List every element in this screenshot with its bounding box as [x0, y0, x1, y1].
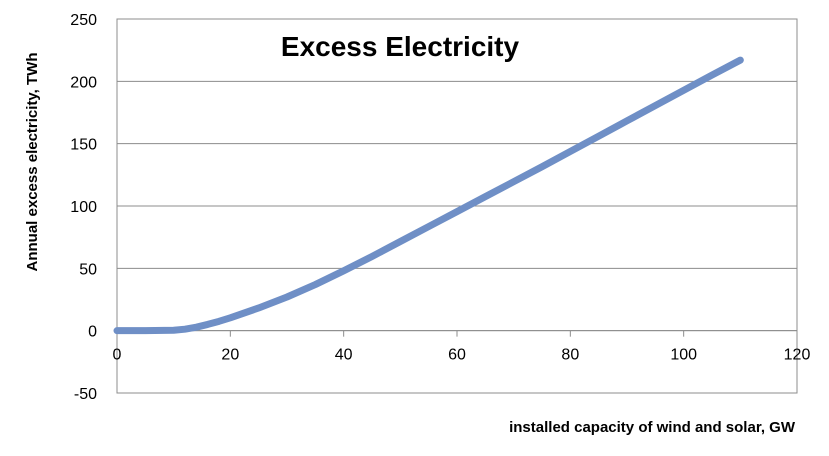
- x-axis-label: installed capacity of wind and solar, GW: [509, 419, 796, 436]
- y-tick-label: 150: [70, 137, 97, 154]
- x-tick-label: 0: [113, 347, 122, 364]
- x-tick-label: 20: [221, 347, 239, 364]
- y-tick-label: 0: [88, 324, 97, 341]
- x-tick-marks: [116, 330, 798, 337]
- y-axis-label: Annual excess electricity, TWh: [24, 53, 41, 272]
- y-tick-label: -50: [74, 386, 97, 403]
- x-tick-label: 120: [784, 347, 811, 364]
- y-tick-labels: -50 0 50 100 150 200 250: [70, 12, 97, 403]
- x-tick-label: 80: [561, 347, 579, 364]
- y-tick-label: 100: [70, 199, 97, 216]
- x-tick-labels: 0 20 40 60 80 100 120: [113, 347, 811, 364]
- x-tick-label: 100: [670, 347, 697, 364]
- y-tick-label: 50: [79, 261, 97, 278]
- plot-area-border: [116, 18, 798, 394]
- grid-lines: [117, 18, 797, 394]
- y-tick-label: 250: [70, 12, 97, 29]
- chart-title: Excess Electricity: [281, 31, 520, 62]
- x-tick-label: 40: [335, 347, 353, 364]
- y-tick-label: 200: [70, 74, 97, 91]
- x-tick-label: 60: [448, 347, 466, 364]
- series-layer: [113, 56, 744, 335]
- series-line: [113, 56, 744, 335]
